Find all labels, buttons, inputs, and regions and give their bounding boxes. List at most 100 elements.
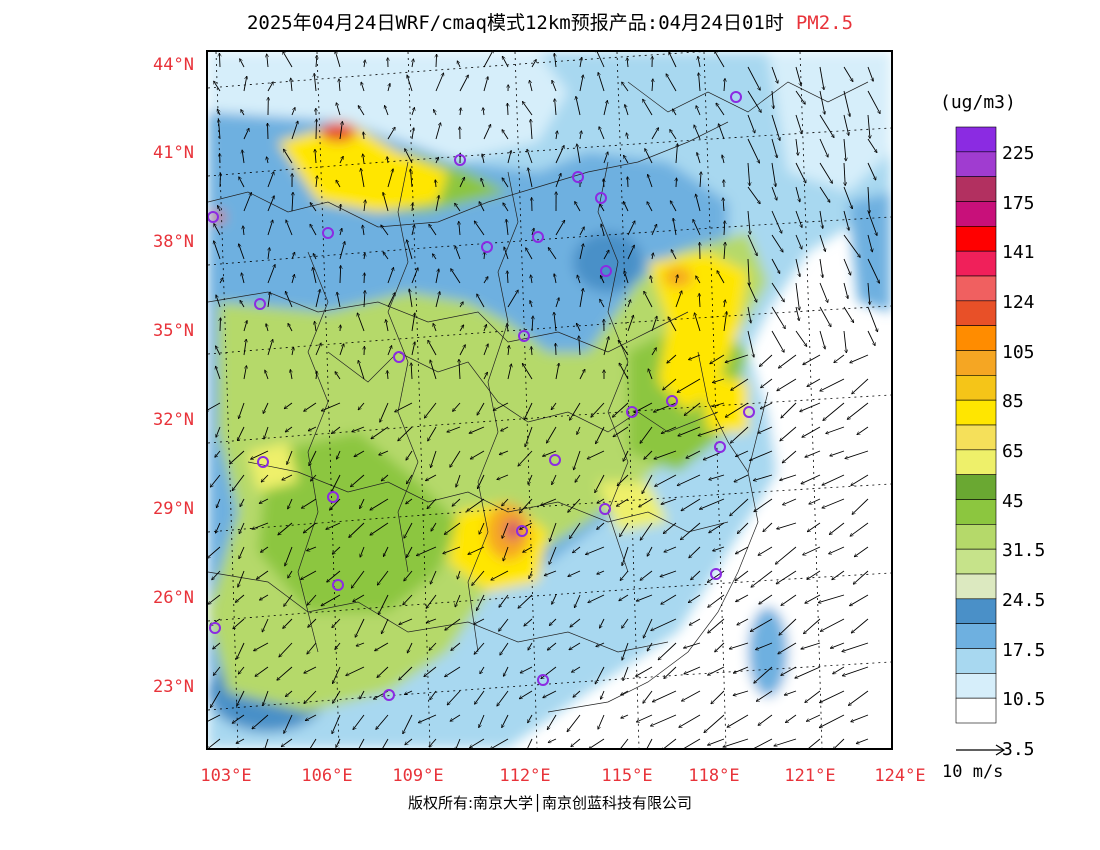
wind-vector [208,714,221,722]
wind-vector [309,450,317,466]
wind-vector [676,275,678,284]
wind-vector [598,73,605,92]
wind-vector [696,276,701,284]
wind-vector [255,666,269,676]
wind-vector [554,312,557,332]
wind-vector [313,268,317,284]
wind-vector [621,690,629,695]
wind-vector [579,244,583,260]
wind-vector [315,343,321,356]
wind-vector [819,90,825,114]
wind-vector [436,54,437,68]
wind-vector [556,131,557,140]
wind-vector [351,474,365,487]
wind-vector [577,275,581,284]
station-marker [327,491,339,503]
wind-vector [503,666,509,676]
wind-vector [358,360,365,380]
wind-vector [518,594,533,608]
wind-vector [809,498,821,504]
wind-vector [795,138,798,155]
wind-vector [381,618,389,634]
wind-vector [364,200,365,212]
wind-vector [311,474,317,481]
wind-vector [636,666,653,676]
wind-vector [571,738,581,747]
wind-vector [435,180,436,188]
wind-vector [675,291,682,308]
wind-vector [781,402,797,418]
wind-vector [477,294,485,308]
wind-vector [664,666,677,679]
wind-vector [795,282,799,310]
wind-vector [363,154,364,164]
wind-vector [406,474,413,484]
wind-vector [648,174,653,188]
longitude-gridline [799,52,823,748]
colorbar-swatch [955,275,997,302]
wind-vector [406,450,413,460]
colorbar-label: 175 [1002,192,1035,214]
wind-vector [335,372,341,380]
wind-vector [444,522,461,534]
wind-vector [655,474,677,486]
wind-vector [842,666,869,676]
wind-vector [843,138,846,161]
lon-label: 115°E [601,766,653,786]
wind-vector [383,546,389,557]
wind-vector [618,340,629,356]
wind-vector [307,642,317,654]
wind-vector [640,570,653,580]
wind-vector [435,123,441,140]
wind-vector [216,522,221,533]
wind-vector [339,79,340,92]
wind-vector [750,450,773,461]
wind-vector [771,66,778,83]
wind-vector [519,690,533,699]
wind-vector [387,293,395,308]
wind-vector [491,570,509,580]
wind-vector [679,714,701,727]
wind-vector [596,52,605,68]
wind-vector [661,498,677,504]
wind-vector [357,313,365,332]
wind-vector [652,690,677,702]
wind-vector [857,426,869,435]
wind-vector [572,666,581,672]
wind-vector [262,618,269,632]
wind-vector [844,162,845,186]
wind-vector [673,218,677,236]
latitude-gridline [208,216,891,266]
wind-vector [693,219,701,236]
wind-vector [722,155,724,164]
wind-vector [781,666,797,676]
wind-vector [208,594,221,604]
wind-vector [360,690,365,699]
colorbar-swatch [955,449,997,475]
wind-vector [477,474,485,489]
colorbar-label: 124 [1002,291,1035,313]
wind-vector [216,346,221,356]
monitoring-stations [208,91,755,701]
wind-vector [731,378,749,390]
wind-vector [336,180,341,188]
wind-vector [528,474,533,484]
wind-vector [683,738,701,748]
wind-vector [754,666,773,683]
wind-vector [747,66,760,90]
station-marker [626,406,638,418]
wind-vector [781,594,797,606]
wind-vector [596,426,605,444]
wind-vector [758,714,773,725]
wind-vector [268,123,269,140]
wind-vector [210,690,221,708]
wind-vector [267,196,274,212]
station-marker [599,503,611,515]
wind-vector [383,192,389,212]
wind-vector [603,179,604,188]
wind-vector [525,426,533,447]
wind-vector [532,228,534,236]
wind-vector [795,186,800,202]
lon-label: 103°E [200,766,252,786]
wind-vector [747,90,761,112]
